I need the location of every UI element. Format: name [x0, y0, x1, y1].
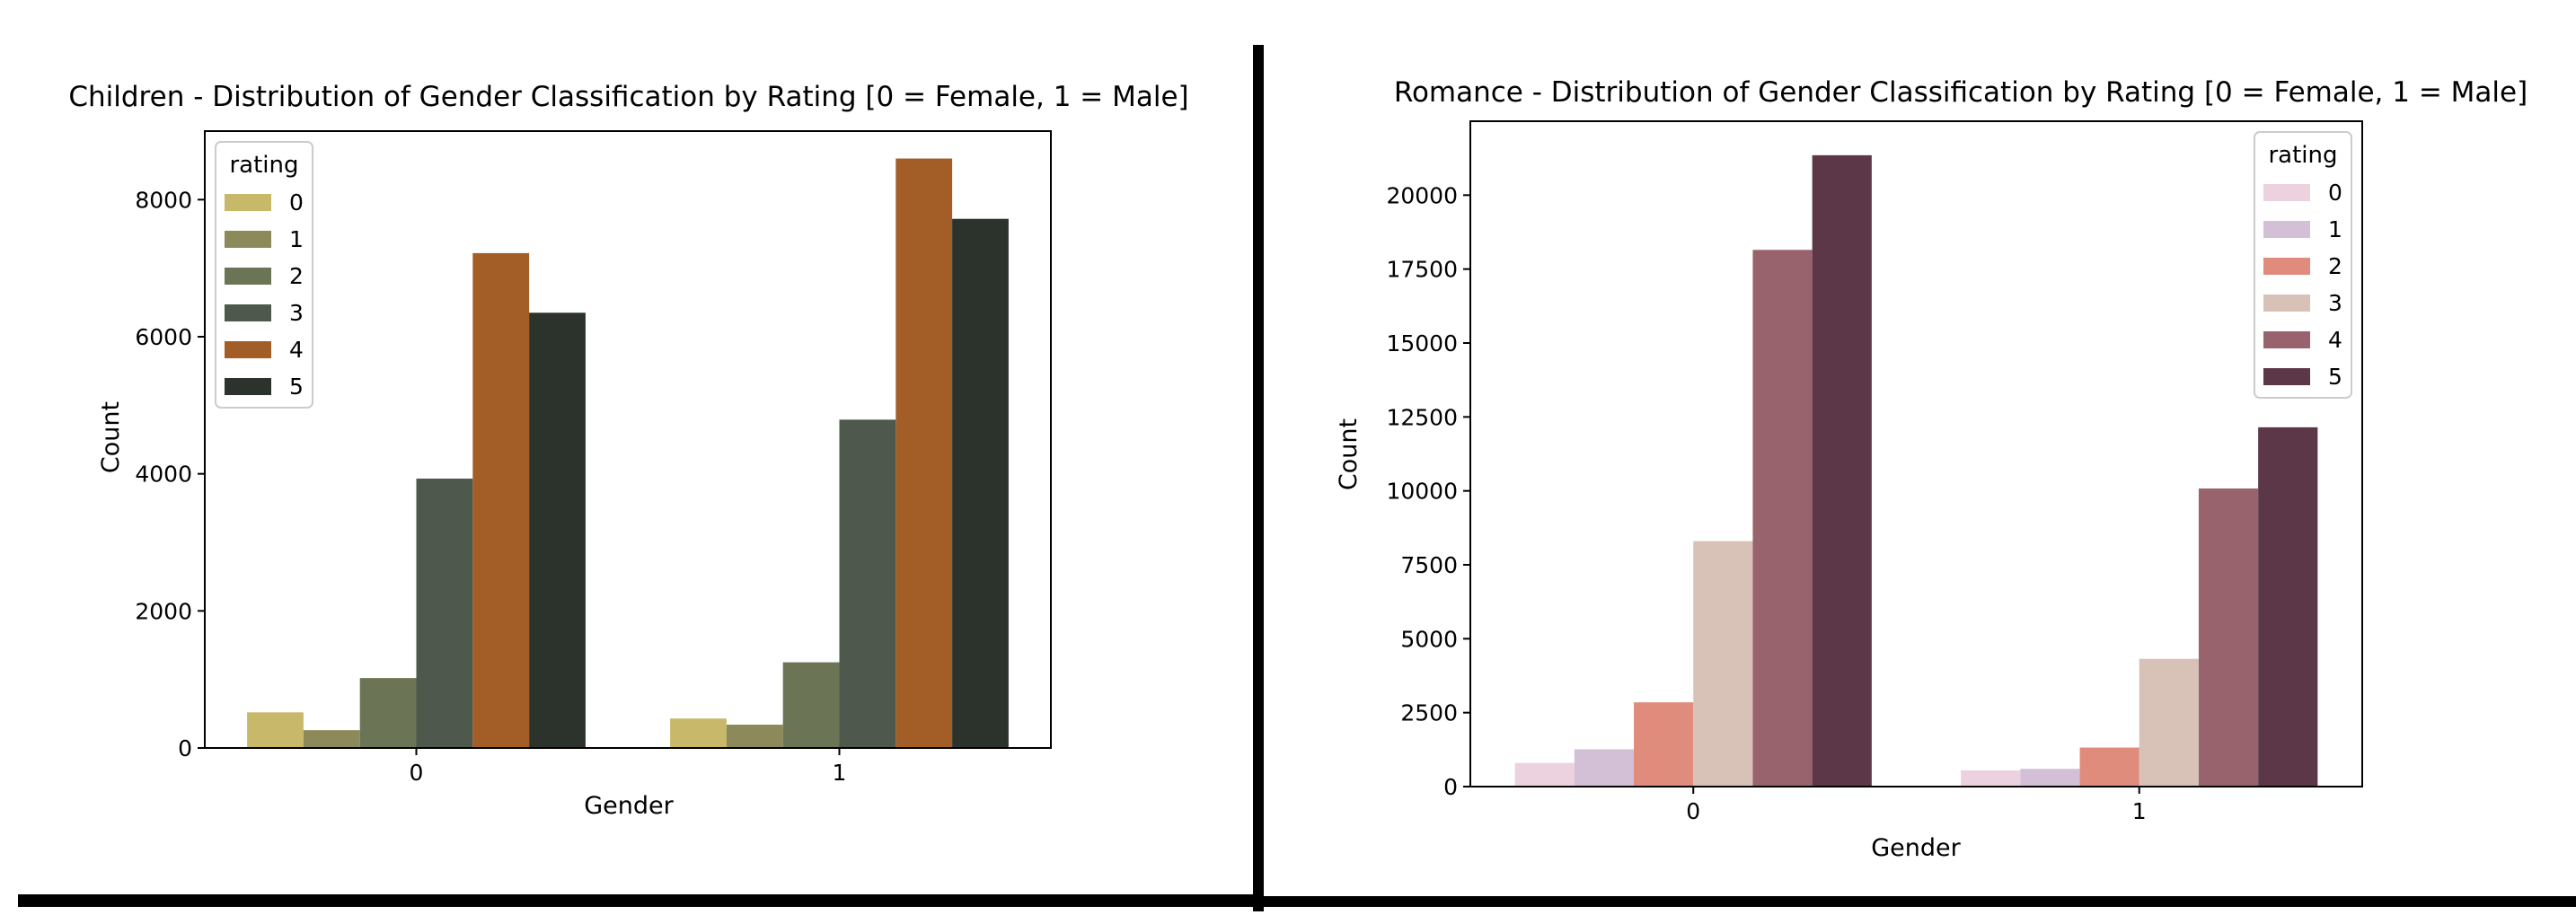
bar-rating-4-gender-1	[2198, 488, 2259, 787]
legend-swatch-2	[225, 268, 271, 285]
bar-rating-5-gender-0	[529, 312, 586, 748]
legend-swatch-0	[2263, 184, 2310, 201]
y-tick-label: 17500	[1386, 257, 1458, 283]
y-tick-label: 15000	[1386, 330, 1458, 356]
bar-rating-3-gender-0	[1693, 541, 1753, 787]
legend-label-0: 0	[2328, 180, 2342, 206]
bar-rating-0-gender-0	[1514, 762, 1575, 787]
legend-label-5: 5	[289, 374, 304, 400]
y-tick-label: 10000	[1386, 479, 1458, 505]
legend-swatch-4	[225, 341, 271, 358]
bar-rating-2-gender-0	[359, 678, 417, 748]
bar-rating-2-gender-1	[782, 662, 840, 748]
legend-title: rating	[229, 152, 298, 179]
legend-label-3: 3	[289, 300, 304, 326]
y-tick-label: 2000	[135, 598, 192, 624]
bar-rating-1-gender-1	[726, 725, 783, 748]
vertical-separator	[1253, 45, 1264, 911]
legend-label-4: 4	[2328, 327, 2342, 353]
y-tick-label: 0	[178, 735, 192, 761]
y-tick-label: 5000	[1400, 626, 1458, 652]
bar-rating-0-gender-1	[670, 718, 727, 748]
legend-swatch-5	[2263, 368, 2310, 385]
bar-rating-5-gender-1	[952, 218, 1009, 748]
bar-rating-4-gender-1	[895, 158, 953, 749]
legend-label-2: 2	[2328, 253, 2342, 279]
bar-rating-5-gender-1	[2258, 427, 2318, 787]
legend-swatch-4	[2263, 331, 2310, 348]
romance-chart: Romance - Distribution of Gender Classif…	[1335, 76, 2527, 862]
bottom-separator-left	[18, 894, 1259, 907]
legend-swatch-0	[225, 194, 271, 211]
legend: rating 0 1 2 3 4 5	[215, 141, 313, 409]
plot-frame	[204, 130, 1052, 749]
x-tick-label: 1	[833, 760, 847, 786]
x-tick-label: 1	[2132, 798, 2147, 824]
y-tick-label: 0	[1443, 774, 1458, 800]
legend-swatch-1	[225, 231, 271, 248]
legend-swatch-3	[225, 304, 271, 321]
y-tick-label: 8000	[135, 187, 192, 213]
legend-swatch-2	[2263, 258, 2310, 275]
legend-label-4: 4	[289, 337, 304, 363]
y-tick-label: 4000	[135, 462, 192, 488]
legend-label-5: 5	[2328, 364, 2342, 390]
bottom-separator-right	[1253, 896, 2576, 907]
bar-rating-2-gender-0	[1634, 702, 1694, 787]
bar-rating-5-gender-0	[1812, 154, 1872, 787]
x-axis-label: Gender	[1871, 834, 1961, 862]
children-chart: Children - Distribution of Gender Classi…	[68, 81, 1188, 820]
y-tick-label: 2500	[1400, 700, 1458, 726]
legend-swatch-5	[225, 378, 271, 395]
legend-label-2: 2	[289, 263, 304, 289]
bar-rating-4-gender-0	[472, 252, 530, 749]
legend-label-0: 0	[289, 189, 304, 216]
bar-rating-1-gender-0	[1574, 749, 1635, 787]
legend-label-1: 1	[2328, 216, 2342, 242]
bar-rating-3-gender-1	[839, 419, 896, 748]
bar-rating-1-gender-0	[303, 730, 360, 748]
y-axis-label: Count	[1335, 418, 1363, 490]
bar-rating-2-gender-1	[2079, 747, 2139, 787]
plot-frame	[1469, 120, 2363, 787]
bar-rating-0-gender-1	[1961, 770, 2021, 787]
legend-label-1: 1	[289, 226, 304, 252]
bar-rating-3-gender-1	[2139, 658, 2199, 787]
bar-rating-4-gender-0	[1752, 250, 1813, 787]
chart-title: Children - Distribution of Gender Classi…	[68, 81, 1188, 113]
chart-title: Romance - Distribution of Gender Classif…	[1394, 76, 2527, 109]
x-axis-label: Gender	[584, 792, 674, 820]
x-tick-label: 0	[1686, 798, 1700, 824]
y-tick-label: 12500	[1386, 404, 1458, 430]
y-axis-label: Count	[97, 401, 125, 473]
bar-rating-0-gender-0	[247, 712, 304, 748]
legend: rating 0 1 2 3 4 5	[2254, 131, 2352, 399]
legend-label-3: 3	[2328, 290, 2342, 316]
y-tick-label: 20000	[1386, 182, 1458, 208]
legend-swatch-1	[2263, 221, 2310, 238]
bar-rating-3-gender-0	[416, 479, 473, 748]
y-tick-label: 7500	[1400, 552, 1458, 578]
y-tick-label: 6000	[135, 324, 192, 350]
legend-swatch-3	[2263, 295, 2310, 312]
legend-title: rating	[2268, 142, 2337, 169]
x-tick-label: 0	[410, 760, 424, 786]
bar-rating-1-gender-1	[2020, 769, 2080, 787]
